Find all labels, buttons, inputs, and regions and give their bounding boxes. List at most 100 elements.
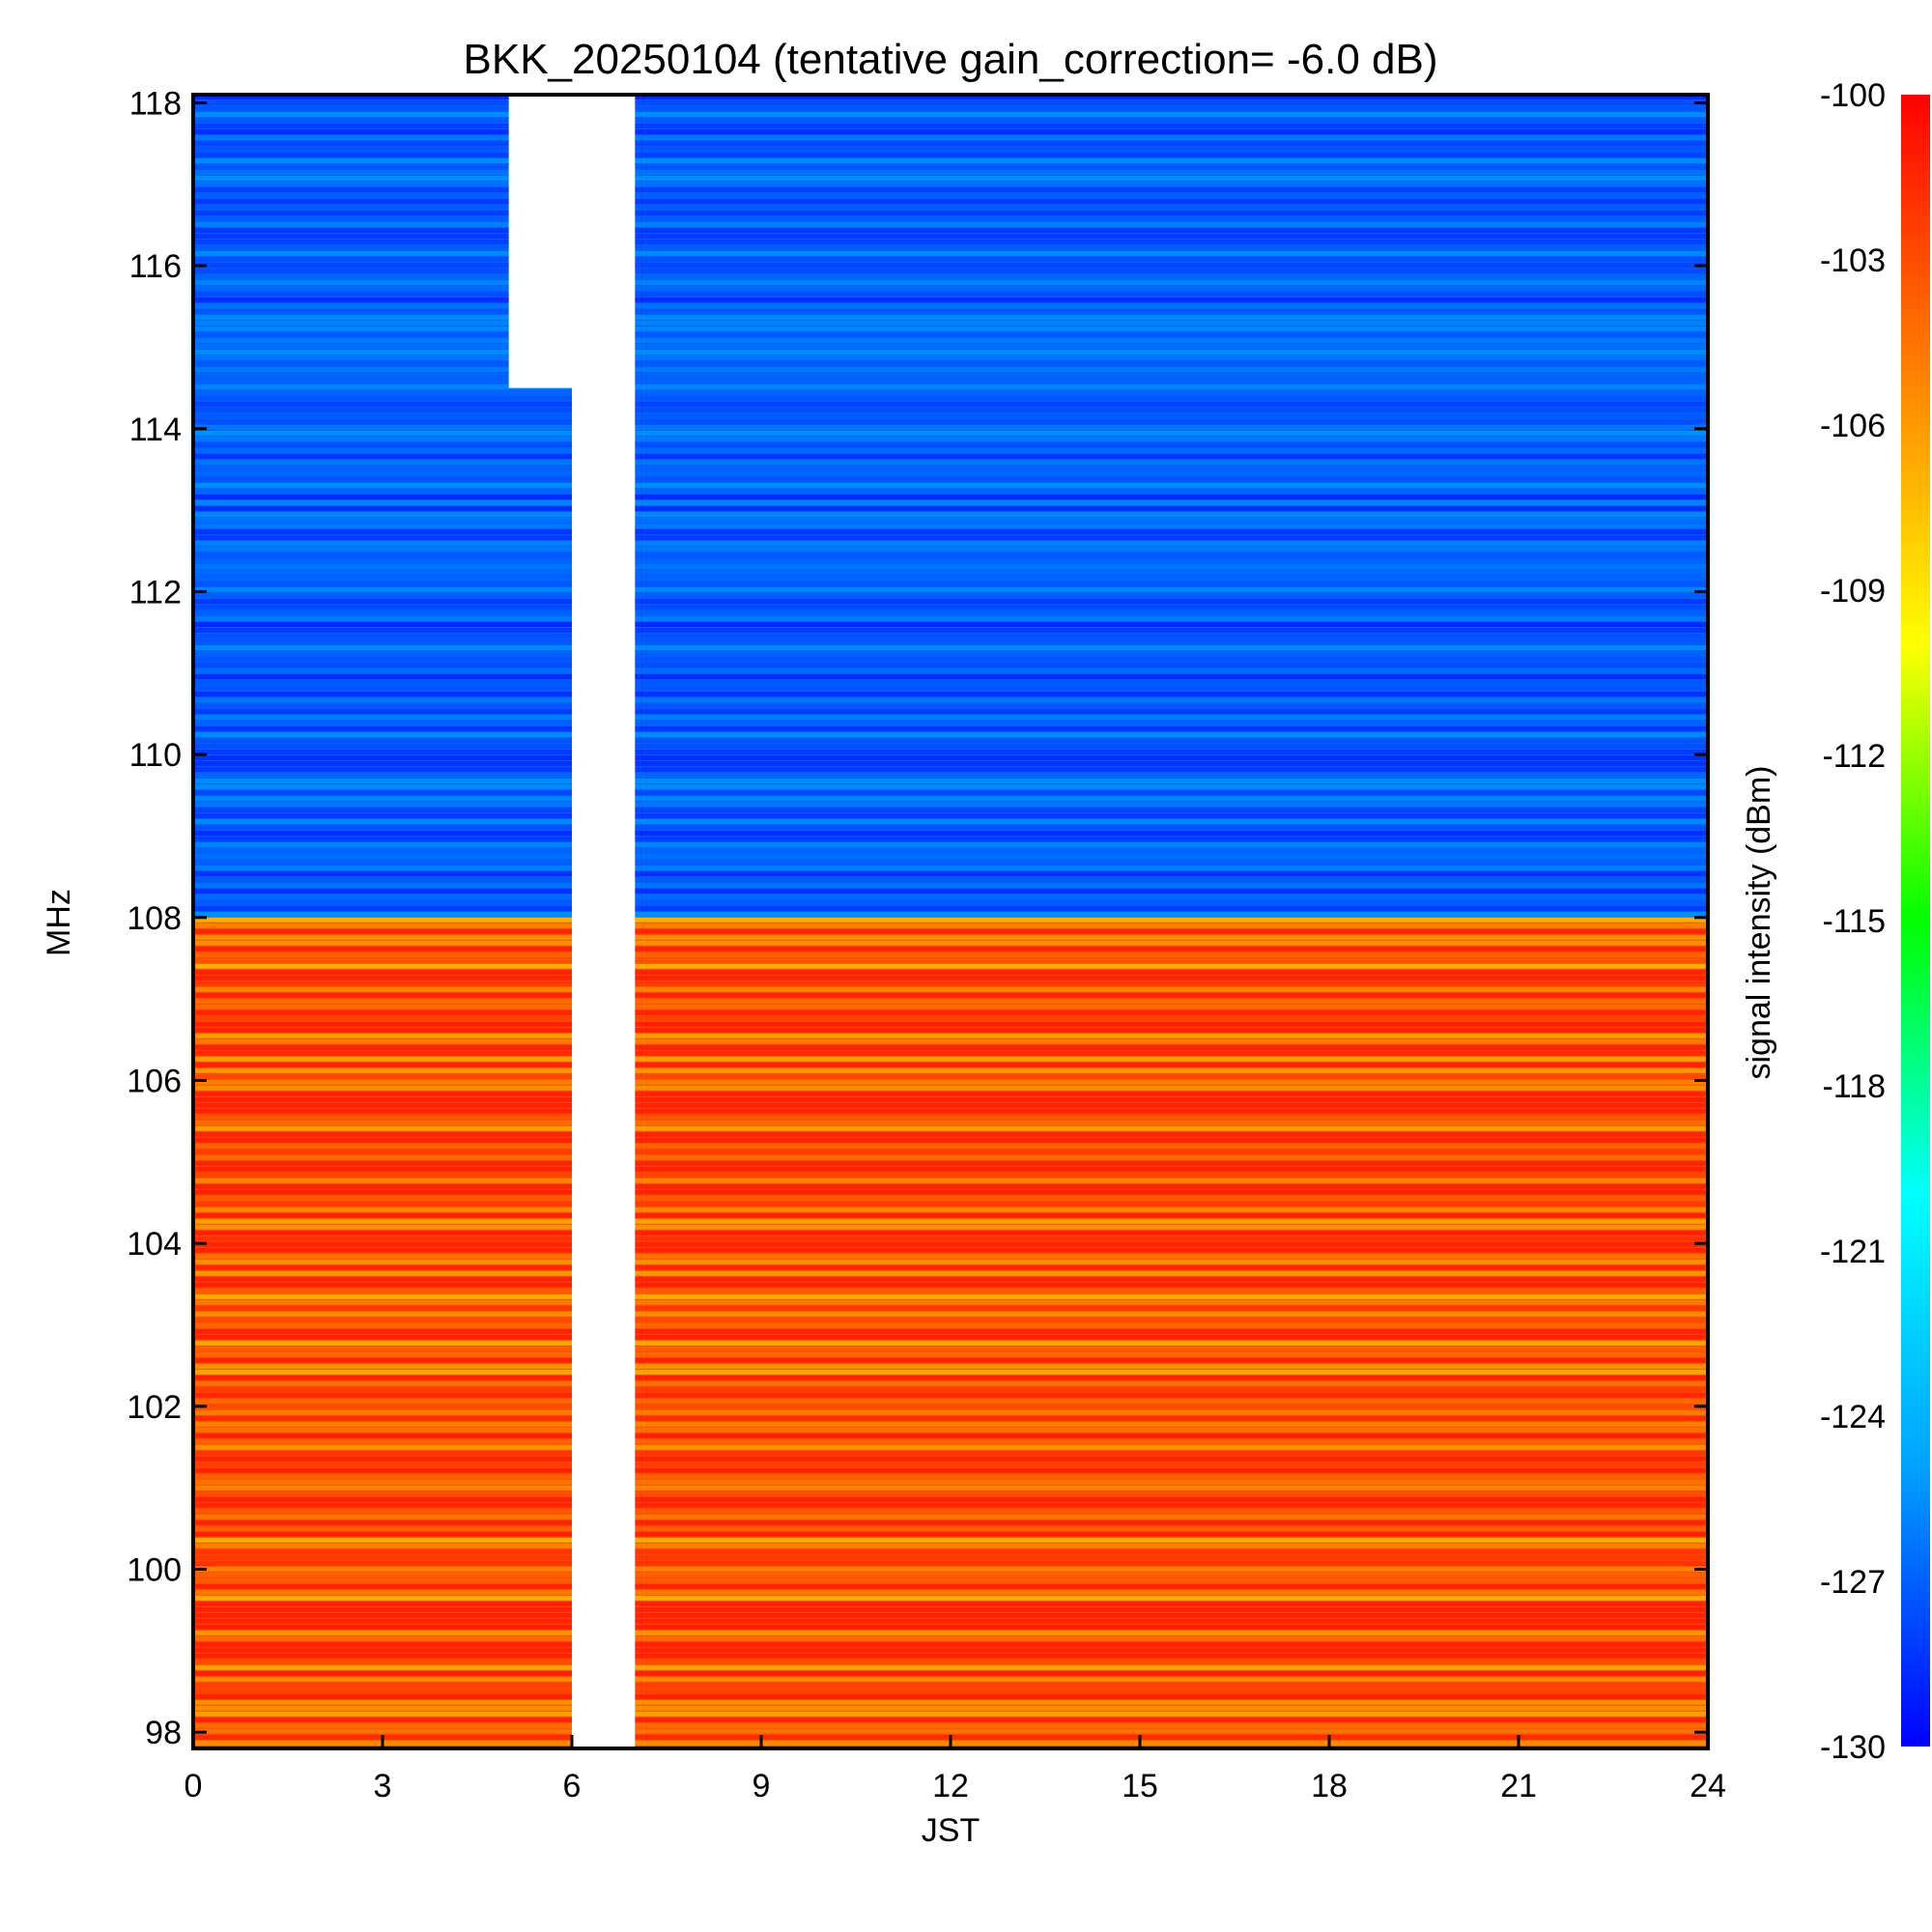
spectrogram-row	[193, 141, 1708, 146]
spectrogram-row	[193, 1682, 1708, 1688]
spectrogram-row	[193, 1479, 1708, 1485]
y-tick-label: 98	[145, 1715, 182, 1751]
spectrogram-row	[193, 216, 1708, 221]
spectrogram-row	[193, 1311, 1708, 1317]
spectrogram-row	[193, 176, 1708, 181]
spectrogram-row	[193, 912, 1708, 917]
spectrogram-row	[193, 483, 1708, 488]
spectrogram-row	[193, 303, 1708, 308]
spectrogram-row	[193, 1172, 1708, 1178]
spectrogram-row	[193, 1033, 1708, 1038]
spectrogram-row	[193, 825, 1708, 830]
spectrogram-row	[193, 408, 1708, 412]
spectrogram-row	[193, 622, 1708, 627]
x-tick-label: 24	[1690, 1768, 1726, 1804]
chart-title: BKK_20250104 (tentative gain_correction=…	[464, 36, 1438, 83]
spectrogram-row	[193, 923, 1708, 928]
spectrogram-row	[193, 1618, 1708, 1624]
spectrogram-row	[193, 1531, 1708, 1537]
spectrogram-row	[193, 1288, 1708, 1293]
spectrogram-row	[193, 1154, 1708, 1160]
spectrogram-row	[193, 709, 1708, 714]
spectrogram-row	[193, 1380, 1708, 1386]
spectrogram-row	[193, 1444, 1708, 1450]
spectrogram-row	[193, 1230, 1708, 1236]
spectrogram-row	[193, 1577, 1708, 1583]
spectrogram-row	[193, 193, 1708, 198]
spectrogram-row	[193, 1566, 1708, 1572]
spectrogram-row	[193, 1276, 1708, 1282]
spectrogram-row	[193, 512, 1708, 517]
spectrogram-row	[193, 837, 1708, 841]
spectrogram-row	[193, 674, 1708, 679]
spectrogram-row	[193, 692, 1708, 696]
y-tick-label: 116	[129, 248, 182, 285]
spectrogram-row	[193, 558, 1708, 563]
spectrogram-row	[193, 524, 1708, 528]
x-tick-label: 3	[374, 1768, 392, 1804]
spectrogram-row	[193, 755, 1708, 760]
spectrogram-row	[193, 292, 1708, 297]
spectrogram-row	[193, 1114, 1708, 1120]
spectrogram-row	[193, 767, 1708, 772]
spectrogram-row	[193, 553, 1708, 557]
spectrogram-row	[193, 1508, 1708, 1514]
spectrogram-row	[193, 570, 1708, 575]
spectrogram-row	[193, 124, 1708, 128]
spectrogram-row	[193, 1404, 1708, 1409]
spectrogram-row	[193, 257, 1708, 262]
spectrogram-row	[193, 442, 1708, 447]
spectrogram-row	[193, 1711, 1708, 1717]
colorbar-ticks: -100 -103 -106 -109 -112 -115 -118 -121 -124 -127…	[1820, 77, 1886, 1766]
spectrogram-row	[193, 1647, 1708, 1653]
spectrogram-row	[193, 100, 1708, 105]
spectrogram-row	[193, 726, 1708, 731]
spectrogram-row	[193, 245, 1708, 250]
spectrogram-row	[193, 1415, 1708, 1421]
spectrogram-row	[193, 286, 1708, 291]
spectrogram-row	[193, 1189, 1708, 1195]
spectrogram-row	[193, 1485, 1708, 1491]
data-gap-0	[508, 95, 572, 388]
spectrogram-row	[193, 309, 1708, 314]
spectrogram-row	[193, 500, 1708, 505]
x-tick-label: 12	[932, 1768, 969, 1804]
spectrogram-plot	[193, 95, 1708, 1748]
spectrogram-row	[193, 182, 1708, 186]
spectrogram-row	[193, 280, 1708, 285]
spectrogram-row	[193, 963, 1708, 969]
spectrogram-row	[193, 1520, 1708, 1525]
spectrogram-row	[193, 969, 1708, 975]
spectrogram-row	[193, 477, 1708, 482]
spectrogram-row	[193, 1659, 1708, 1664]
spectrogram-row	[193, 402, 1708, 407]
spectrogram-row	[193, 599, 1708, 604]
spectrogram-row	[193, 819, 1708, 824]
spectrogram-row	[193, 529, 1708, 534]
colorbar-tick-label: -100	[1820, 77, 1886, 114]
spectrogram-row	[193, 1705, 1708, 1711]
spectrogram-row	[193, 1635, 1708, 1641]
spectrogram-row	[193, 663, 1708, 668]
spectrogram-row	[193, 373, 1708, 378]
spectrogram-row	[193, 934, 1708, 940]
spectrogram-row	[193, 1369, 1708, 1375]
spectrogram-row	[193, 883, 1708, 888]
spectrogram-row	[193, 187, 1708, 192]
spectrogram-row	[193, 1067, 1708, 1073]
spectrogram-row	[193, 1375, 1708, 1380]
spectrogram-row	[193, 1143, 1708, 1149]
spectrogram-row	[193, 1351, 1708, 1357]
spectrogram-row	[193, 639, 1708, 644]
spectrogram-row	[193, 466, 1708, 470]
spectrogram-row	[193, 495, 1708, 499]
y-tick-label: 110	[129, 737, 182, 774]
spectrogram-row	[193, 732, 1708, 737]
spectrogram-row	[193, 1409, 1708, 1415]
spectrogram-row	[193, 135, 1708, 140]
spectrogram-row	[193, 263, 1708, 268]
spectrogram-row	[193, 413, 1708, 418]
spectrogram-row	[193, 854, 1708, 859]
spectrogram-row	[193, 379, 1708, 384]
